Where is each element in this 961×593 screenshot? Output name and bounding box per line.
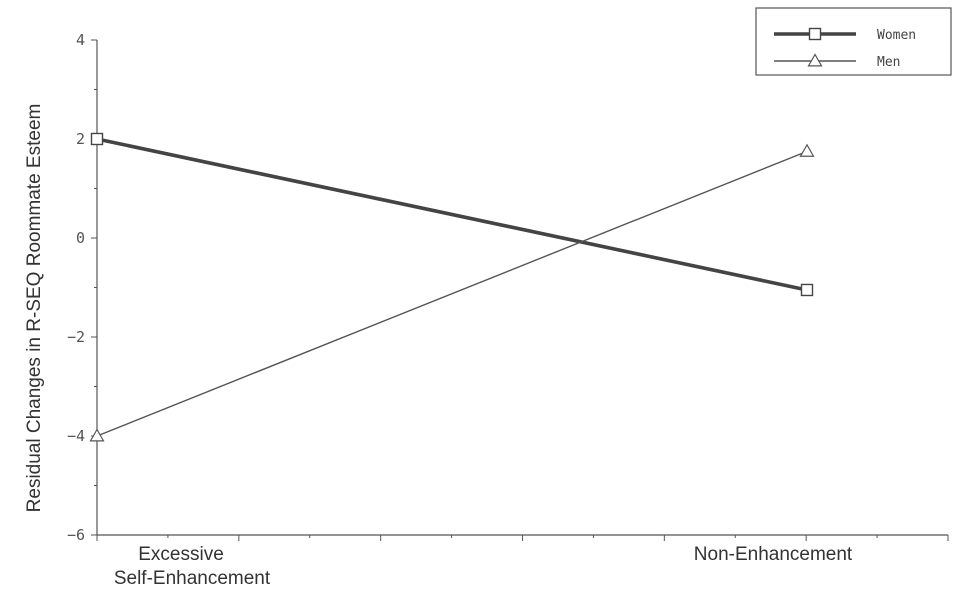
y-tick-label: 4 — [76, 31, 85, 49]
women-legend-label: Women — [877, 28, 916, 43]
y-tick-label: −4 — [67, 427, 85, 445]
men-series-marker — [799, 143, 815, 157]
men-series-marker — [89, 428, 105, 442]
legend: Women Men — [755, 7, 952, 76]
women-series-marker — [90, 132, 104, 146]
women-series-marker — [800, 283, 814, 297]
x-category-label: Non-Enhancement — [694, 544, 853, 565]
x-category-label: Excessive Self-Enhancement — [114, 544, 271, 589]
y-tick-label: −6 — [67, 526, 85, 544]
axes — [96, 40, 948, 536]
men-series — [89, 143, 815, 442]
legend-box — [755, 7, 952, 76]
women-series — [90, 132, 814, 297]
y-tick-label: 2 — [76, 130, 85, 148]
y-axis-label: Residual Changes in R-SEQ Roommate Estee… — [24, 104, 45, 513]
men-legend-label: Men — [877, 55, 900, 70]
women-series-line — [96, 137, 808, 292]
men-series-line — [96, 150, 808, 437]
y-tick-label: 0 — [76, 229, 85, 247]
women-legend-marker — [808, 27, 822, 41]
y-ticks: 4 2 0 −2 −4 −6 — [67, 31, 97, 544]
y-axis-label-group: Residual Changes in R-SEQ Roommate Estee… — [24, 104, 45, 513]
men-legend-marker — [807, 53, 823, 67]
series-layer — [89, 132, 815, 442]
y-tick-label: −2 — [67, 328, 85, 346]
x-ticks: Excessive Self-Enhancement Non-Enhancement — [96, 535, 949, 589]
